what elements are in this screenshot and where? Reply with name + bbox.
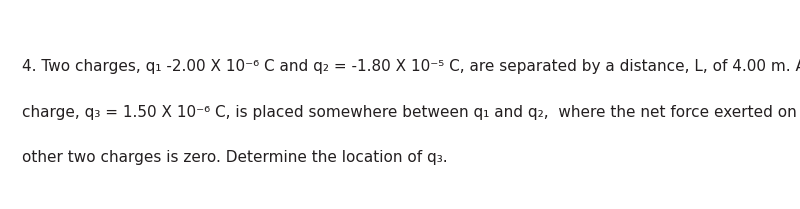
Text: 4. Two charges, q₁ -2.00 X 10⁻⁶ C and q₂ = -1.80 X 10⁻⁵ C, are separated by a di: 4. Two charges, q₁ -2.00 X 10⁻⁶ C and q₂…	[22, 59, 800, 74]
Text: charge, q₃ = 1.50 X 10⁻⁶ C, is placed somewhere between q₁ and q₂,  where the ne: charge, q₃ = 1.50 X 10⁻⁶ C, is placed so…	[22, 104, 800, 120]
Text: other two charges is zero. Determine the location of q₃.: other two charges is zero. Determine the…	[22, 150, 447, 166]
